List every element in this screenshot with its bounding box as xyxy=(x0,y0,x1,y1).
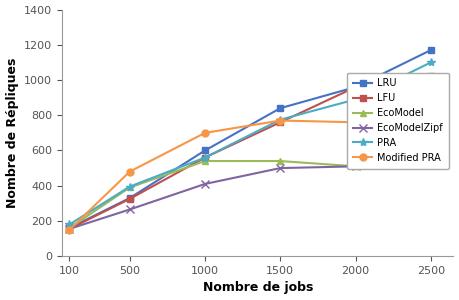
EcoModelZipf xyxy=(202,182,208,186)
PRA xyxy=(278,118,283,122)
LRU xyxy=(278,106,283,110)
EcoModelZipf xyxy=(278,166,283,170)
PRA xyxy=(202,156,208,159)
Line: PRA: PRA xyxy=(65,58,435,229)
PRA xyxy=(353,98,358,101)
LFU xyxy=(428,74,434,77)
LRU xyxy=(67,226,72,230)
LRU xyxy=(428,48,434,52)
LFU xyxy=(67,227,72,231)
Line: LRU: LRU xyxy=(67,47,434,231)
Modified PRA xyxy=(278,119,283,122)
LRU xyxy=(202,149,208,152)
PRA xyxy=(127,185,133,188)
PRA xyxy=(67,223,72,226)
Modified PRA xyxy=(67,228,72,232)
Legend: LRU, LFU, EcoModel, EcoModelZipf, PRA, Modified PRA: LRU, LFU, EcoModel, EcoModelZipf, PRA, M… xyxy=(347,73,448,169)
LFU xyxy=(278,121,283,124)
Line: EcoModel: EcoModel xyxy=(66,152,434,232)
Line: Modified PRA: Modified PRA xyxy=(66,89,434,233)
LFU xyxy=(202,156,208,159)
Modified PRA xyxy=(202,131,208,135)
EcoModelZipf xyxy=(428,140,434,143)
Modified PRA xyxy=(127,170,133,173)
EcoModel xyxy=(278,159,283,163)
EcoModel xyxy=(202,159,208,163)
PRA xyxy=(428,61,434,64)
Modified PRA xyxy=(428,91,434,94)
LRU xyxy=(127,196,133,200)
EcoModelZipf xyxy=(127,208,133,211)
EcoModel xyxy=(428,153,434,157)
Modified PRA xyxy=(353,121,358,124)
Line: LFU: LFU xyxy=(67,73,434,232)
LFU xyxy=(127,197,133,201)
X-axis label: Nombre de jobs: Nombre de jobs xyxy=(202,281,313,294)
Y-axis label: Nombre de Répliques: Nombre de Répliques xyxy=(6,58,18,208)
EcoModel xyxy=(353,164,358,168)
EcoModel xyxy=(127,186,133,189)
LFU xyxy=(353,85,358,89)
EcoModel xyxy=(67,226,72,230)
EcoModelZipf xyxy=(67,227,72,231)
Line: EcoModelZipf: EcoModelZipf xyxy=(65,137,435,233)
LRU xyxy=(353,85,358,89)
EcoModelZipf xyxy=(353,164,358,168)
